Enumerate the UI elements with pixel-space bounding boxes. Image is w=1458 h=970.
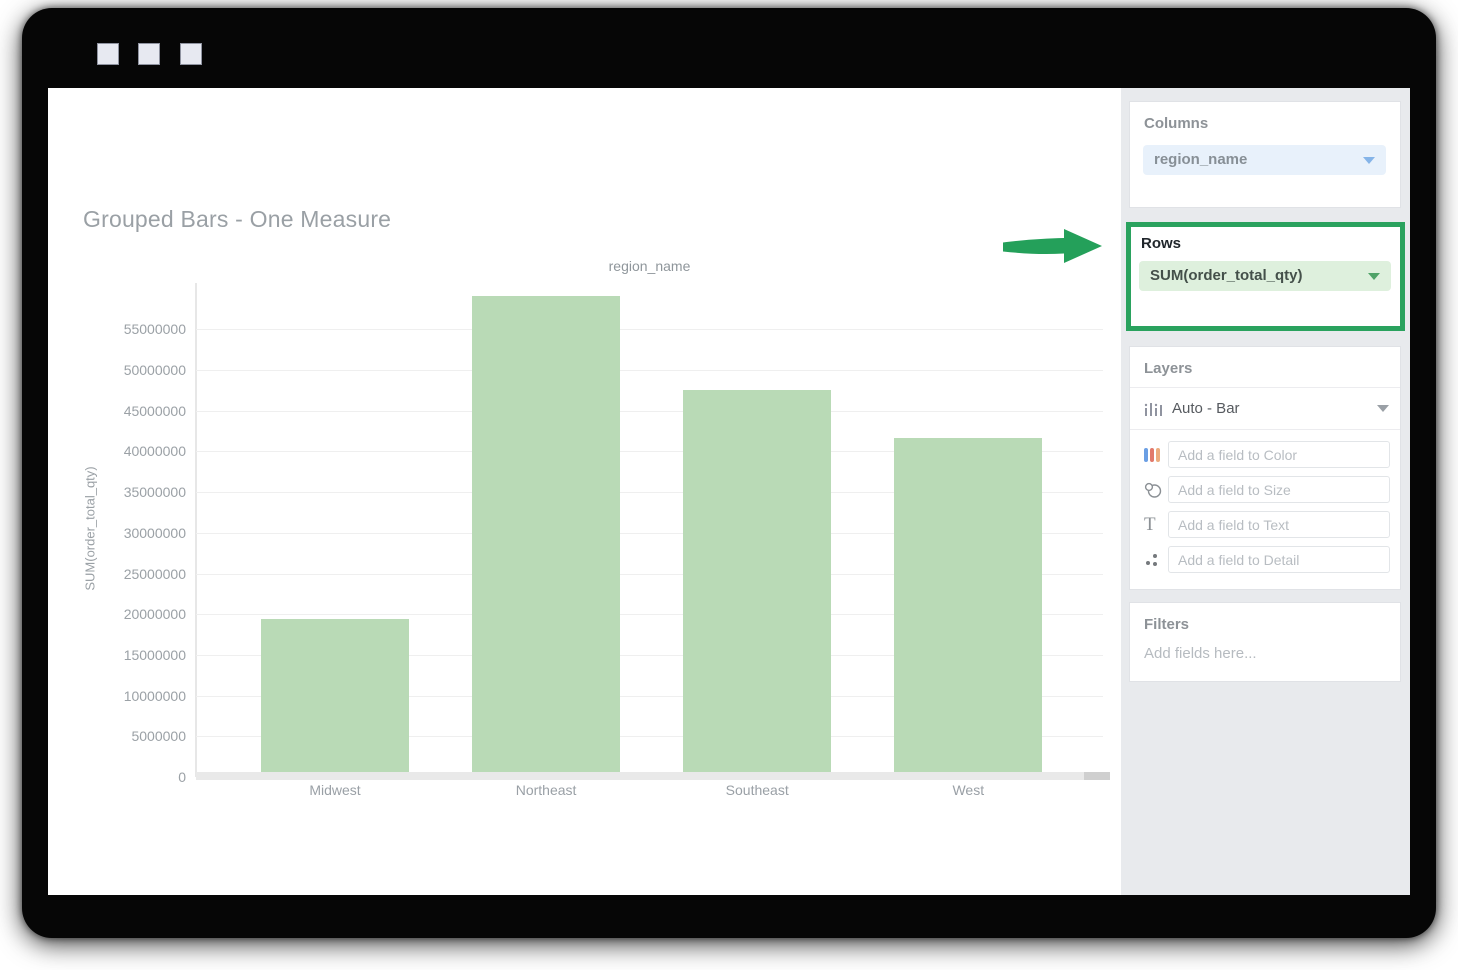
- chevron-down-icon[interactable]: [1363, 157, 1375, 164]
- y-tick-label: 5000000: [131, 728, 186, 745]
- x-category-label: Southeast: [725, 782, 789, 798]
- arrow-right-icon: [1003, 229, 1102, 263]
- layer-selector[interactable]: Auto - Bar: [1130, 388, 1400, 430]
- color-field-input[interactable]: [1168, 441, 1390, 468]
- x-category-label: Northeast: [515, 782, 577, 798]
- text-field-input[interactable]: [1168, 511, 1390, 538]
- y-tick-label: 20000000: [123, 606, 186, 623]
- main-content: Grouped Bars - One Measure region_name S…: [48, 88, 1410, 895]
- bar-southeast[interactable]: [683, 390, 832, 777]
- y-tick-label: 55000000: [123, 321, 186, 338]
- rows-field-pill[interactable]: SUM(order_total_qty): [1139, 261, 1391, 291]
- columns-header: Columns: [1144, 115, 1209, 132]
- text-icon: T: [1144, 514, 1156, 535]
- window-button-icon[interactable]: [97, 43, 119, 65]
- gridline: [196, 532, 1103, 534]
- bar-northeast[interactable]: [472, 295, 621, 777]
- chevron-down-icon[interactable]: [1377, 405, 1389, 412]
- gridline: [196, 573, 1103, 575]
- gridline: [196, 410, 1103, 412]
- y-tick-label: 35000000: [123, 484, 186, 501]
- window-button-icon[interactable]: [138, 43, 160, 65]
- y-axis-line: [195, 283, 197, 777]
- y-tick-label: 40000000: [123, 443, 186, 460]
- x-category-label: Midwest: [309, 782, 361, 798]
- color-drop-row: [1130, 437, 1400, 472]
- window-titlebar: [22, 8, 1436, 88]
- rows-header: Rows: [1141, 235, 1182, 252]
- bar-midwest[interactable]: [261, 619, 409, 777]
- text-drop-row: T: [1130, 507, 1400, 542]
- shelf-sidebar: Columns region_name Rows SUM(order_total…: [1121, 88, 1410, 895]
- chart-horizontal-scrollbar[interactable]: [196, 772, 1110, 780]
- gridline: [196, 492, 1103, 494]
- y-tick-label: 10000000: [123, 687, 186, 704]
- gridline: [196, 654, 1103, 656]
- detail-dots-icon: [1144, 552, 1168, 568]
- detail-field-input[interactable]: [1168, 546, 1390, 573]
- bar-west[interactable]: [894, 437, 1043, 777]
- layer-selector-label: Auto - Bar: [1172, 400, 1240, 417]
- scrollbar-thumb[interactable]: [1084, 772, 1110, 780]
- x-category-label: West: [952, 782, 985, 798]
- y-tick-label: 15000000: [123, 646, 186, 663]
- filters-header: Filters: [1144, 616, 1190, 633]
- drop-zones: T: [1130, 430, 1400, 577]
- mini-bar-chart-icon: [1144, 402, 1162, 416]
- gridline: [196, 736, 1103, 738]
- columns-field-pill[interactable]: region_name: [1143, 145, 1386, 175]
- detail-drop-row: [1130, 542, 1400, 577]
- gridline: [196, 695, 1103, 697]
- window-button-icon[interactable]: [180, 43, 202, 65]
- rows-pill-label: SUM(order_total_qty): [1150, 267, 1303, 284]
- y-tick-label: 25000000: [123, 565, 186, 582]
- gridline: [196, 370, 1103, 371]
- filters-panel: Filters Add fields here...: [1129, 602, 1401, 682]
- y-tick-label: 30000000: [123, 524, 186, 541]
- chart-group-label: region_name: [608, 258, 691, 274]
- filters-placeholder[interactable]: Add fields here...: [1144, 645, 1257, 662]
- chevron-down-icon[interactable]: [1368, 273, 1380, 280]
- layers-header: Layers: [1130, 347, 1400, 388]
- color-bars-icon: [1144, 447, 1168, 462]
- gridline: [196, 329, 1103, 331]
- layers-panel: Layers Auto - Bar: [1129, 346, 1401, 590]
- gridline: [196, 614, 1103, 616]
- size-field-input[interactable]: [1168, 476, 1390, 503]
- y-tick-label: 0: [178, 769, 186, 785]
- size-circles-icon: [1144, 482, 1168, 498]
- y-tick-label: 45000000: [123, 402, 186, 419]
- size-drop-row: [1130, 472, 1400, 507]
- chart-title: Grouped Bars - One Measure: [83, 206, 392, 232]
- gridline: [196, 451, 1103, 453]
- y-axis-label: SUM(order_total_qty): [82, 466, 98, 591]
- rows-panel-highlighted: Rows SUM(order_total_qty): [1126, 222, 1405, 331]
- app-window: Grouped Bars - One Measure region_name S…: [22, 8, 1436, 938]
- y-tick-label: 50000000: [123, 362, 186, 378]
- columns-panel: Columns region_name: [1129, 101, 1401, 208]
- columns-pill-label: region_name: [1154, 151, 1248, 168]
